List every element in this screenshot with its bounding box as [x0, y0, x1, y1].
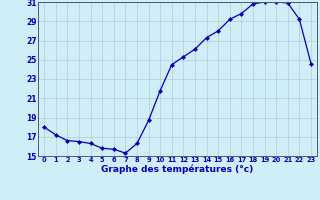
X-axis label: Graphe des températures (°c): Graphe des températures (°c) — [101, 165, 254, 174]
